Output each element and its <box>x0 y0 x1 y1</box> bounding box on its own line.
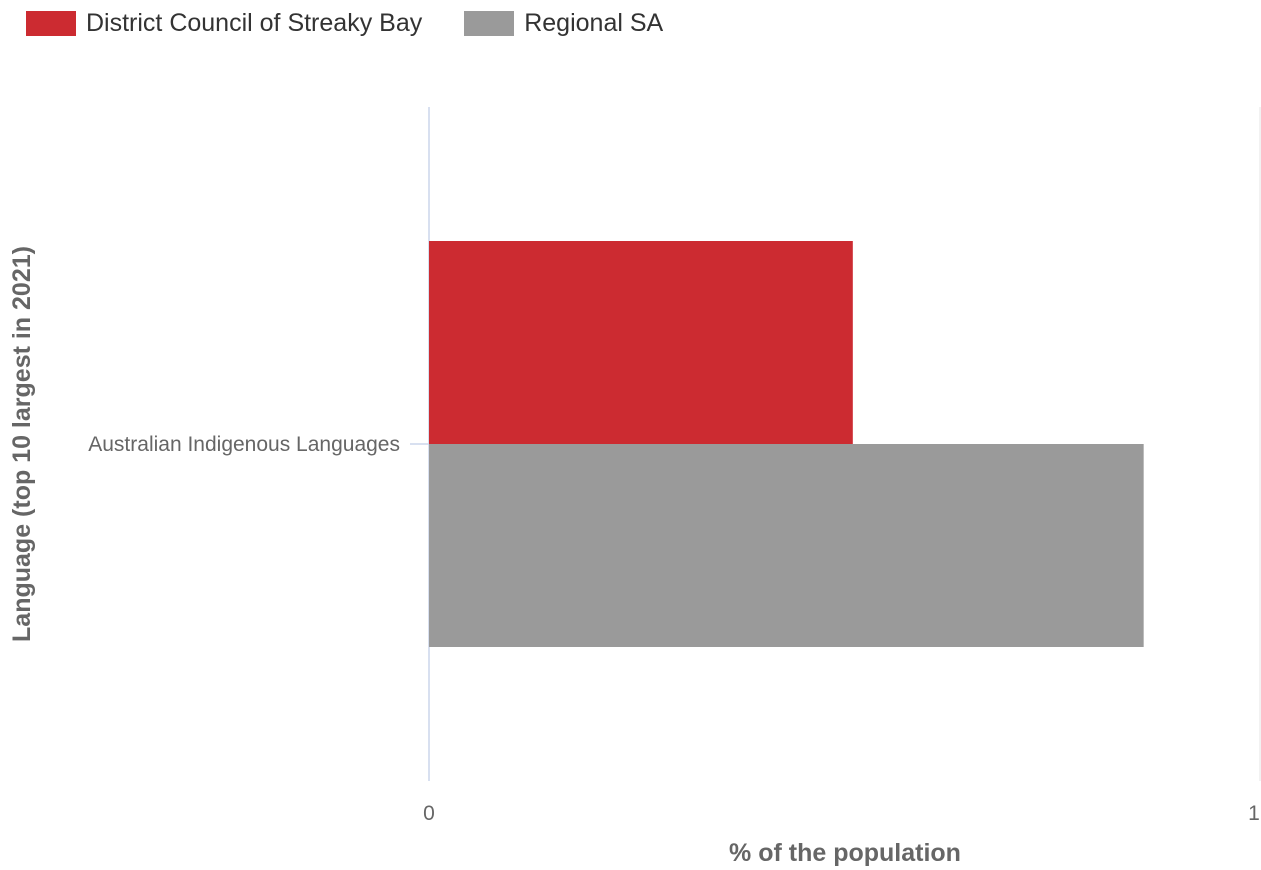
x-axis-title: % of the population <box>729 839 961 867</box>
legend-label-regional-sa: Regional SA <box>524 9 664 37</box>
bars-group <box>429 241 1144 647</box>
legend-item-regional-sa[interactable]: Regional SA <box>464 9 663 38</box>
x-tick-label: 0 <box>423 802 435 825</box>
legend-swatch-regional-sa <box>464 11 515 36</box>
x-tick-label: 1 <box>1248 802 1260 825</box>
bar-regional-sa[interactable] <box>429 444 1144 647</box>
bar-district-council-of-streaky-bay[interactable] <box>429 241 853 444</box>
y-axis-title: Language (top 10 largest in 2021) <box>8 246 36 642</box>
legend-swatch-streaky-bay <box>26 11 76 36</box>
chart-legend: District Council of Streaky Bay Regional… <box>26 9 705 38</box>
legend-label-streaky-bay: District Council of Streaky Bay <box>86 9 423 37</box>
legend-item-streaky-bay[interactable]: District Council of Streaky Bay <box>26 9 422 38</box>
y-tick-label: Australian Indigenous Languages <box>88 433 400 456</box>
y-axis-ticks: Australian Indigenous Languages <box>88 433 429 456</box>
